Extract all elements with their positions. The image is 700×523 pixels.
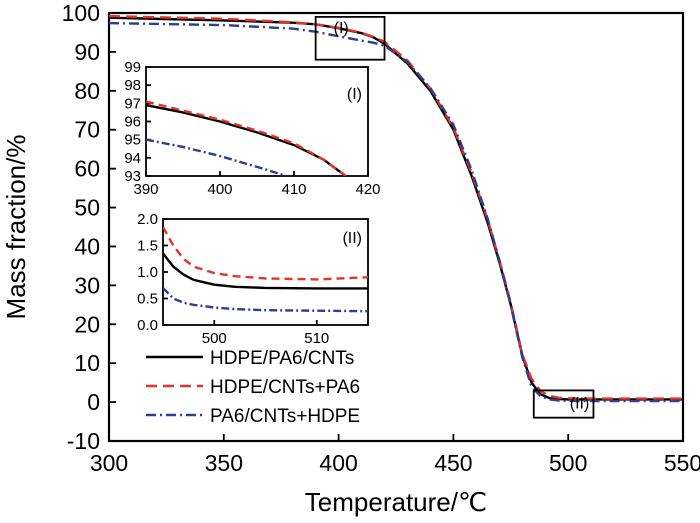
- legend-label: PA6/CNTs+HDPE: [210, 406, 360, 427]
- inset-y-tick-label: 0.5: [137, 291, 158, 308]
- y-tick-label: 0: [87, 389, 100, 415]
- inset-y-tick-label: 2.0: [137, 211, 158, 228]
- legend-label: HDPE/PA6/CNTs: [210, 348, 354, 369]
- inset-x-tick-label: 500: [202, 330, 227, 347]
- inset-x-tick-label: 510: [304, 330, 329, 347]
- inset-zoom-ii: 500 510 0.0 0.5 1.0 1.5 2.0 (II): [137, 211, 369, 347]
- inset-y-tick-label: 0.0: [137, 317, 158, 334]
- y-tick-label: 50: [74, 195, 100, 221]
- x-tick-label: 300: [90, 450, 128, 476]
- zoom-box-2: [532, 389, 595, 419]
- zoom-box-1: [314, 15, 386, 61]
- y-tick-label: 60: [74, 156, 100, 182]
- y-tick-label: 90: [74, 39, 100, 65]
- y-axis-title: Mass fraction/%: [1, 135, 31, 320]
- inset-series-line-1: [163, 252, 368, 290]
- inset-label: (I): [347, 86, 362, 103]
- inset-series-line-3: [146, 138, 287, 176]
- y-tick-label: 10: [74, 350, 100, 376]
- legend-label: HDPE/CNTs+PA6: [210, 377, 360, 398]
- inset-y-tick-label: 99: [124, 59, 141, 76]
- y-tick-label: 70: [74, 117, 100, 143]
- y-tick-label: 30: [74, 272, 100, 298]
- inset-x-tick-label: 400: [207, 181, 232, 198]
- x-axis-title: Temperature/℃: [305, 487, 487, 517]
- inset-series-line-2: [146, 100, 347, 176]
- y-tick-label: -10: [67, 428, 100, 454]
- legend: HDPE/PA6/CNTs HDPE/CNTs+PA6 PA6/CNTs+HDPE: [146, 348, 360, 427]
- inset-frame: [145, 66, 369, 177]
- inset-y-tick-label: 1.5: [137, 238, 158, 255]
- y-tick-label: 80: [74, 78, 100, 104]
- inset-series-line-3: [163, 287, 368, 313]
- x-tick-label: 550: [664, 450, 700, 476]
- series-line-3: [109, 21, 683, 403]
- inset-x-tick-label: 410: [281, 181, 306, 198]
- zoom-box-label: (II): [570, 395, 590, 412]
- inset-y-tick-label: 96: [124, 114, 141, 131]
- inset-y-tick-label: 93: [124, 168, 141, 185]
- y-tick-label: 100: [62, 0, 100, 26]
- inset-x-tick-label: 420: [355, 181, 380, 198]
- inset-y-tick-label: 1.0: [137, 264, 158, 281]
- inset-y-tick-label: 95: [124, 132, 141, 149]
- zoom-box-label: (I): [334, 20, 349, 37]
- x-tick-label: 350: [205, 450, 243, 476]
- y-tick-label: 40: [74, 233, 100, 259]
- inset-label: (II): [342, 230, 362, 247]
- inset-y-tick-label: 98: [124, 77, 141, 94]
- y-tick-label: 20: [74, 311, 100, 337]
- inset-y-tick-label: 94: [124, 150, 141, 167]
- inset-y-tick-label: 97: [124, 95, 141, 112]
- inset-x-tick-label: 390: [133, 181, 158, 198]
- x-tick-label: 400: [319, 450, 357, 476]
- inset-series-line-2: [163, 226, 368, 281]
- x-tick-label: 500: [549, 450, 587, 476]
- x-tick-label: 450: [434, 450, 472, 476]
